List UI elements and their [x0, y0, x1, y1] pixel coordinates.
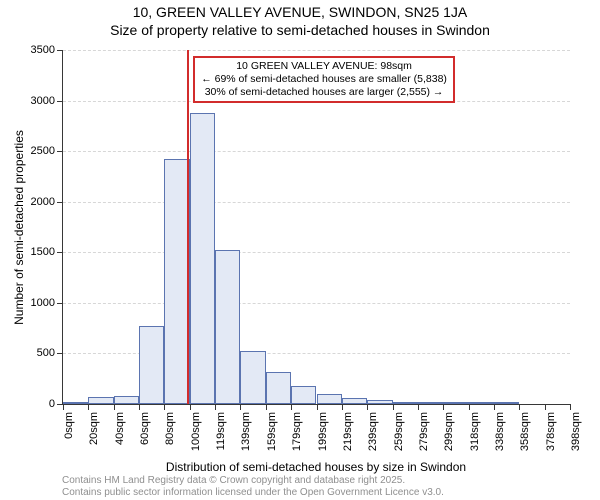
x-tick-label: 338sqm — [494, 412, 506, 451]
x-tick — [469, 404, 470, 410]
x-tick — [393, 404, 394, 410]
x-tick-label: 119sqm — [215, 412, 227, 450]
x-tick-label: 179sqm — [291, 412, 303, 451]
x-tick-label: 159sqm — [266, 412, 278, 451]
chart-title-line1: 10, GREEN VALLEY AVENUE, SWINDON, SN25 1… — [0, 4, 600, 22]
x-tick — [367, 404, 368, 410]
x-tick-label: 378sqm — [545, 412, 557, 451]
y-tick-label: 0 — [49, 398, 63, 410]
x-tick — [519, 404, 520, 410]
x-tick — [266, 404, 267, 410]
x-tick-label: 398sqm — [570, 412, 582, 451]
histogram-bar — [367, 400, 392, 404]
footer-attribution: Contains HM Land Registry data © Crown c… — [62, 475, 570, 498]
x-tick — [494, 404, 495, 410]
chart-container: 10, GREEN VALLEY AVENUE, SWINDON, SN25 1… — [0, 0, 600, 500]
histogram-bar — [88, 397, 113, 404]
histogram-bar — [164, 159, 189, 404]
gridline-h — [63, 252, 570, 253]
x-tick-label: 259sqm — [393, 412, 405, 451]
property-marker-line — [187, 50, 189, 404]
x-tick-label: 20sqm — [88, 412, 100, 445]
x-tick-label: 279sqm — [418, 412, 430, 451]
y-axis-title: Number of semi-detached properties — [12, 50, 26, 405]
footer-line2: Contains public sector information licen… — [62, 487, 570, 499]
gridline-h — [63, 303, 570, 304]
x-tick-label: 100sqm — [190, 412, 202, 451]
x-tick — [114, 404, 115, 410]
x-tick-label: 80sqm — [164, 412, 176, 445]
plot-area: 05001000150020002500300035000sqm20sqm40s… — [62, 50, 570, 405]
y-tick-label: 2500 — [31, 145, 63, 157]
y-tick-label: 3000 — [31, 95, 63, 107]
x-tick — [570, 404, 571, 410]
x-axis-title: Distribution of semi-detached houses by … — [62, 460, 570, 474]
histogram-bar — [494, 402, 519, 404]
x-tick — [215, 404, 216, 410]
histogram-bar — [469, 402, 494, 404]
gridline-h — [63, 50, 570, 51]
x-tick-label: 239sqm — [367, 412, 379, 451]
x-tick-label: 219sqm — [342, 412, 354, 451]
x-tick-label: 299sqm — [443, 412, 455, 451]
x-tick — [164, 404, 165, 410]
x-tick — [545, 404, 546, 410]
x-tick — [63, 404, 64, 410]
y-tick-label: 1500 — [31, 246, 63, 258]
y-tick-label: 2000 — [31, 196, 63, 208]
x-tick — [291, 404, 292, 410]
x-tick-label: 60sqm — [139, 412, 151, 445]
gridline-h — [63, 151, 570, 152]
histogram-bar — [342, 398, 367, 404]
chart-title-line2: Size of property relative to semi-detach… — [0, 22, 600, 40]
x-tick — [240, 404, 241, 410]
x-tick — [88, 404, 89, 410]
histogram-bar — [443, 402, 468, 404]
footer-line1: Contains HM Land Registry data © Crown c… — [62, 475, 570, 487]
annotation-line2: ← 69% of semi-detached houses are smalle… — [201, 73, 447, 86]
y-tick-label: 1000 — [31, 297, 63, 309]
histogram-bar — [418, 402, 443, 404]
x-tick-label: 40sqm — [114, 412, 126, 445]
x-tick-label: 199sqm — [317, 412, 329, 451]
histogram-bar — [139, 326, 164, 404]
histogram-bar — [63, 402, 88, 404]
x-tick — [190, 404, 191, 410]
histogram-bar — [240, 351, 265, 404]
annotation-box: 10 GREEN VALLEY AVENUE: 98sqm← 69% of se… — [193, 56, 455, 103]
chart-title-block: 10, GREEN VALLEY AVENUE, SWINDON, SN25 1… — [0, 4, 600, 39]
histogram-bar — [317, 394, 342, 404]
x-tick-label: 0sqm — [63, 412, 75, 439]
histogram-bar — [215, 250, 240, 404]
histogram-bar — [190, 113, 215, 404]
x-tick — [342, 404, 343, 410]
histogram-bar — [291, 386, 316, 404]
x-tick — [418, 404, 419, 410]
annotation-line1: 10 GREEN VALLEY AVENUE: 98sqm — [201, 60, 447, 73]
x-tick-label: 139sqm — [240, 412, 252, 451]
gridline-h — [63, 202, 570, 203]
histogram-bar — [393, 402, 418, 404]
annotation-line3: 30% of semi-detached houses are larger (… — [201, 86, 447, 99]
y-tick-label: 3500 — [31, 44, 63, 56]
x-tick — [443, 404, 444, 410]
y-tick-label: 500 — [37, 347, 63, 359]
x-tick-label: 358sqm — [519, 412, 531, 451]
histogram-bar — [114, 396, 139, 404]
x-tick-label: 318sqm — [469, 412, 481, 451]
histogram-bar — [266, 372, 291, 404]
x-tick — [317, 404, 318, 410]
x-tick — [139, 404, 140, 410]
